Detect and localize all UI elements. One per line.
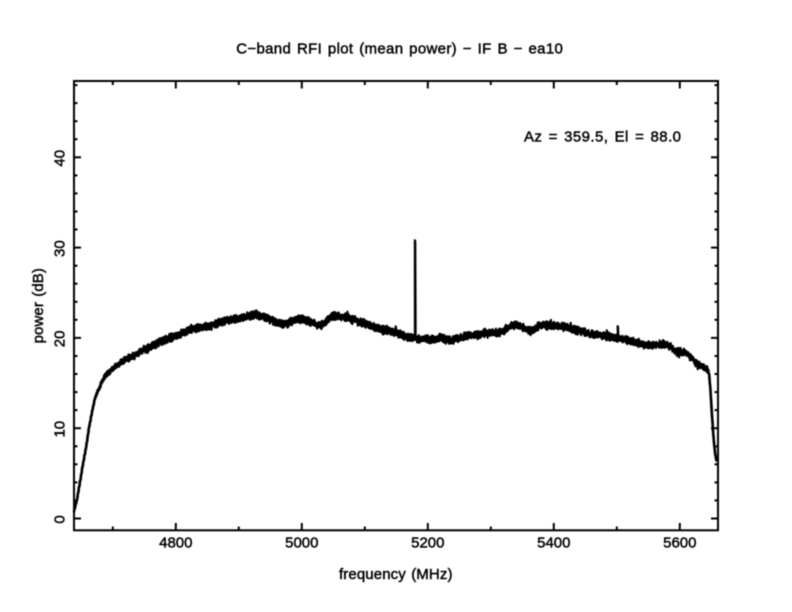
svg-text:4800: 4800 [159, 535, 192, 552]
svg-text:5400: 5400 [537, 535, 570, 552]
svg-text:Az = 359.5, El = 88.0: Az = 359.5, El = 88.0 [524, 128, 681, 145]
svg-text:5200: 5200 [411, 535, 444, 552]
svg-text:20: 20 [51, 331, 68, 348]
svg-text:0: 0 [51, 515, 68, 523]
svg-text:frequency (MHz): frequency (MHz) [339, 566, 453, 583]
svg-text:40: 40 [51, 150, 68, 167]
svg-text:power (dB): power (dB) [30, 268, 47, 343]
svg-text:5600: 5600 [663, 535, 696, 552]
svg-text:C−band RFI plot (mean power) −: C−band RFI plot (mean power) − IF B − ea… [236, 41, 563, 58]
svg-text:10: 10 [51, 421, 68, 438]
svg-text:30: 30 [51, 240, 68, 257]
svg-text:5000: 5000 [285, 535, 318, 552]
